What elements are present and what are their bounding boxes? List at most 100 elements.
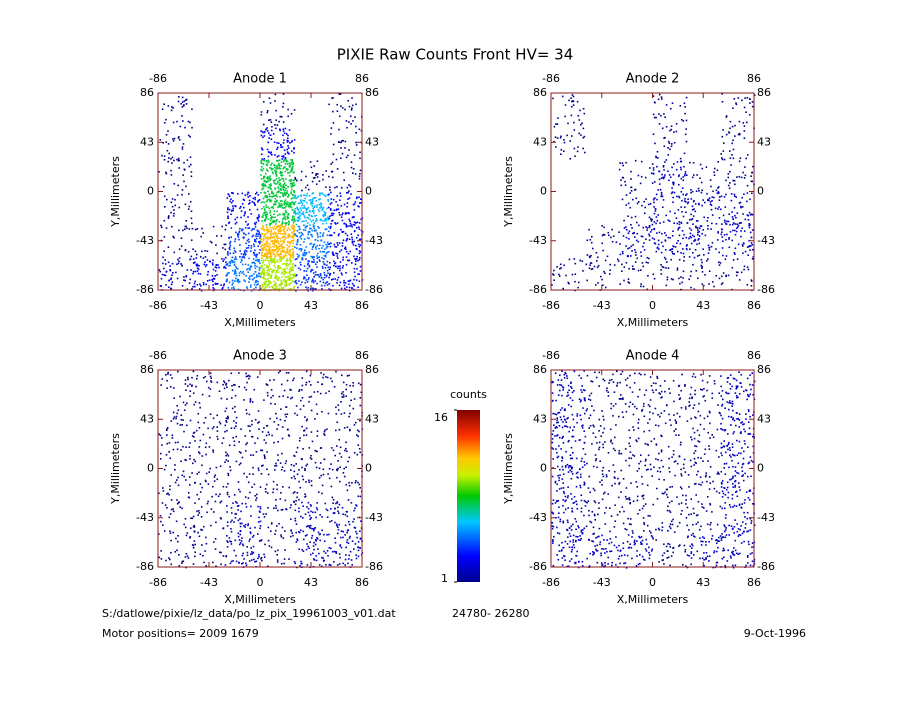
count-pixel [668,220,670,222]
count-pixel [732,267,734,269]
count-pixel [281,563,283,565]
count-pixel [646,390,648,392]
count-pixel [358,197,360,199]
count-pixel [203,257,205,259]
count-pixel [650,203,652,205]
count-pixel [591,262,593,264]
count-pixel [300,207,302,209]
x-tick-label: -43 [200,576,218,589]
count-pixel [244,526,246,528]
count-pixel [335,266,337,268]
count-pixel [343,396,345,398]
count-pixel [346,511,348,513]
count-pixel [552,400,554,402]
count-pixel [164,259,166,261]
count-pixel [588,229,590,231]
count-pixel [213,426,215,428]
count-pixel [728,221,730,223]
count-pixel [327,261,329,263]
count-pixel [289,273,291,275]
count-pixel [192,248,194,250]
count-pixel [315,544,317,546]
count-pixel [193,392,195,394]
count-pixel [234,280,236,282]
count-pixel [231,227,233,229]
count-pixel [180,461,182,463]
count-pixel [303,479,305,481]
count-pixel [185,226,187,228]
count-pixel [638,175,640,177]
count-pixel [262,286,264,288]
count-pixel [687,198,689,200]
count-pixel [553,270,555,272]
count-pixel [701,266,703,268]
count-pixel [255,419,257,421]
count-pixel [629,247,631,249]
count-pixel [265,442,267,444]
count-pixel [677,240,679,242]
count-pixel [269,273,271,275]
count-pixel [331,127,333,129]
count-pixel [221,235,223,237]
count-pixel [342,507,344,509]
count-pixel [703,395,705,397]
count-pixel [654,181,656,183]
count-pixel [199,536,201,538]
count-pixel [278,202,280,204]
count-pixel [627,248,629,250]
count-pixel [569,158,571,160]
count-pixel [207,503,209,505]
count-pixel [161,278,163,280]
count-pixel [308,251,310,253]
count-pixel [205,447,207,449]
count-pixel [237,268,239,270]
count-pixel [343,239,345,241]
count-pixel [578,115,580,117]
count-pixel [656,166,658,168]
count-pixel [279,255,281,257]
count-pixel [177,503,179,505]
count-pixel [281,116,283,118]
count-pixel [171,106,173,108]
count-pixel [693,200,695,202]
count-pixel [323,232,325,234]
count-pixel [254,561,256,563]
count-pixel [690,394,692,396]
count-pixel [189,537,191,539]
count-pixel [270,260,272,262]
count-pixel [200,553,202,555]
count-pixel [354,221,356,223]
count-pixel [352,217,354,219]
count-pixel [605,260,607,262]
count-pixel [290,398,292,400]
count-pixel [700,374,702,376]
count-pixel [276,418,278,420]
count-pixel [335,371,337,373]
count-pixel [271,121,273,123]
count-pixel [219,493,221,495]
count-pixel [228,380,230,382]
count-pixel [342,107,344,109]
count-pixel [751,280,753,282]
count-pixel [302,385,304,387]
count-pixel [360,266,362,268]
count-pixel [651,220,653,222]
count-pixel [230,261,232,263]
count-pixel [346,157,348,159]
count-pixel [334,551,336,553]
count-pixel [579,119,581,121]
count-pixel [273,180,275,182]
count-pixel [660,189,662,191]
count-pixel [564,374,566,376]
count-pixel [267,392,269,394]
count-pixel [234,264,236,266]
count-pixel [733,259,735,261]
count-pixel [278,121,280,123]
count-pixel [288,221,290,223]
count-pixel [579,110,581,112]
count-pixel [274,421,276,423]
y-tick-label-right: 0 [365,185,372,198]
count-pixel [283,130,285,132]
count-pixel [270,223,272,225]
count-pixel [317,236,319,238]
